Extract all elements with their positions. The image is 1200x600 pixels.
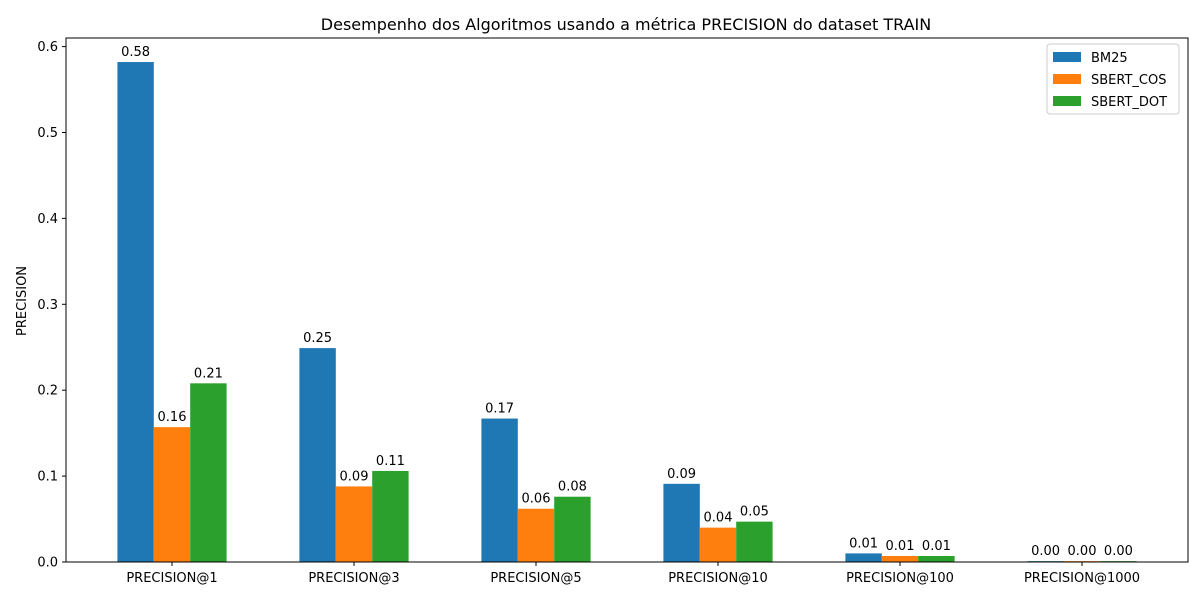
y-axis-label: PRECISION: [15, 266, 30, 336]
bar-value-label: 0.25: [303, 331, 332, 346]
bar-sbert-dot-4: [736, 521, 773, 562]
y-tick-label: 0.2: [37, 384, 58, 399]
y-tick-label: 0.6: [37, 40, 58, 55]
legend: BM25 SBERT_COS SBERT_DOT: [1046, 43, 1180, 115]
y-tick-label: 0.0: [37, 556, 58, 571]
bar-value-label: 0.58: [121, 45, 150, 60]
bar-value-label: 0.21: [194, 366, 223, 381]
x-tick-label: PRECISION@1000: [1024, 571, 1140, 586]
bar-sbert-dot-2: [372, 470, 409, 562]
bar-bm25-5: [845, 553, 882, 562]
bar-sbert-cos-5: [881, 555, 919, 562]
bars-group: [117, 62, 1137, 563]
y-tick-label: 0.1: [37, 470, 58, 485]
bar-bm25-1: [117, 62, 154, 563]
bar-bm25-4: [663, 483, 700, 562]
bar-value-label: 0.16: [158, 410, 187, 425]
bar-value-label: 0.17: [485, 402, 514, 417]
legend-swatch: [1053, 52, 1081, 62]
bar-value-label: 0.01: [849, 536, 878, 551]
bar-value-label: 0.00: [1031, 544, 1060, 559]
x-tick-label: PRECISION@1: [126, 571, 217, 586]
legend-swatch: [1053, 74, 1081, 84]
bar-sbert-cos-3: [517, 508, 555, 562]
legend-swatch: [1053, 96, 1081, 106]
bar-value-label: 0.09: [340, 469, 369, 484]
bar-value-label: 0.00: [1104, 544, 1133, 559]
bar-sbert-dot-3: [554, 496, 591, 562]
bar-sbert-cos-1: [153, 427, 191, 562]
legend-label: SBERT_COS: [1091, 73, 1166, 88]
y-tick-label: 0.3: [37, 298, 58, 313]
bar-value-label: 0.06: [522, 492, 551, 507]
legend-label: BM25: [1091, 51, 1128, 66]
chart-title: Desempenho dos Algoritmos usando a métri…: [321, 15, 931, 34]
bar-value-label: 0.00: [1068, 544, 1097, 559]
bar-value-label: 0.04: [704, 511, 733, 526]
x-tick-label: PRECISION@10: [668, 571, 768, 586]
bar-sbert-dot-5: [918, 555, 955, 562]
bar-value-label: 0.01: [886, 539, 915, 554]
bar-value-label: 0.11: [376, 454, 405, 469]
bar-sbert-cos-2: [335, 486, 373, 562]
bar-sbert-dot-1: [190, 383, 227, 562]
y-tick-label: 0.4: [37, 212, 58, 227]
x-tick-label: PRECISION@5: [490, 571, 581, 586]
legend-label: SBERT_DOT: [1091, 95, 1167, 110]
y-tick-label: 0.5: [37, 126, 58, 141]
bar-bm25-2: [299, 348, 336, 562]
bar-value-label: 0.01: [922, 539, 951, 554]
x-tick-label: PRECISION@3: [308, 571, 399, 586]
bar-bm25-3: [481, 418, 518, 562]
bar-sbert-cos-4: [699, 527, 737, 562]
bar-value-label: 0.08: [558, 480, 587, 495]
x-tick-label: PRECISION@100: [846, 571, 954, 586]
plot-frame: [65, 37, 1189, 563]
bar-value-label: 0.05: [740, 505, 769, 520]
axes-group: 0.0 0.1 0.2 0.3 0.4 0.5 0.6 PRECISION@1 PRECISIO…: [37, 37, 1189, 586]
bar-labels-group: 0.58 0.25 0.17 0.09 0.01 0.00 0.16 0.09 0.06 0.04…: [121, 45, 1133, 559]
bar-value-label: 0.09: [667, 467, 696, 482]
